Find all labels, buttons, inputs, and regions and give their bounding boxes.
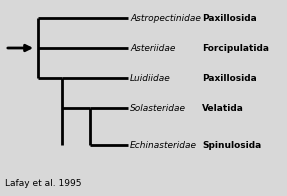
Text: Forcipulatida: Forcipulatida xyxy=(202,44,269,53)
Text: Paxillosida: Paxillosida xyxy=(202,74,257,83)
Text: Paxillosida: Paxillosida xyxy=(202,14,257,23)
Text: Velatida: Velatida xyxy=(202,103,244,113)
Text: Echinasteridae: Echinasteridae xyxy=(130,141,197,150)
Text: Asteriidae: Asteriidae xyxy=(130,44,175,53)
Text: Lafay et al. 1995: Lafay et al. 1995 xyxy=(5,179,82,188)
Text: Astropectinidae: Astropectinidae xyxy=(130,14,201,23)
Text: Luidiidae: Luidiidae xyxy=(130,74,171,83)
Text: Spinulosida: Spinulosida xyxy=(202,141,261,150)
Text: Solasteridae: Solasteridae xyxy=(130,103,186,113)
